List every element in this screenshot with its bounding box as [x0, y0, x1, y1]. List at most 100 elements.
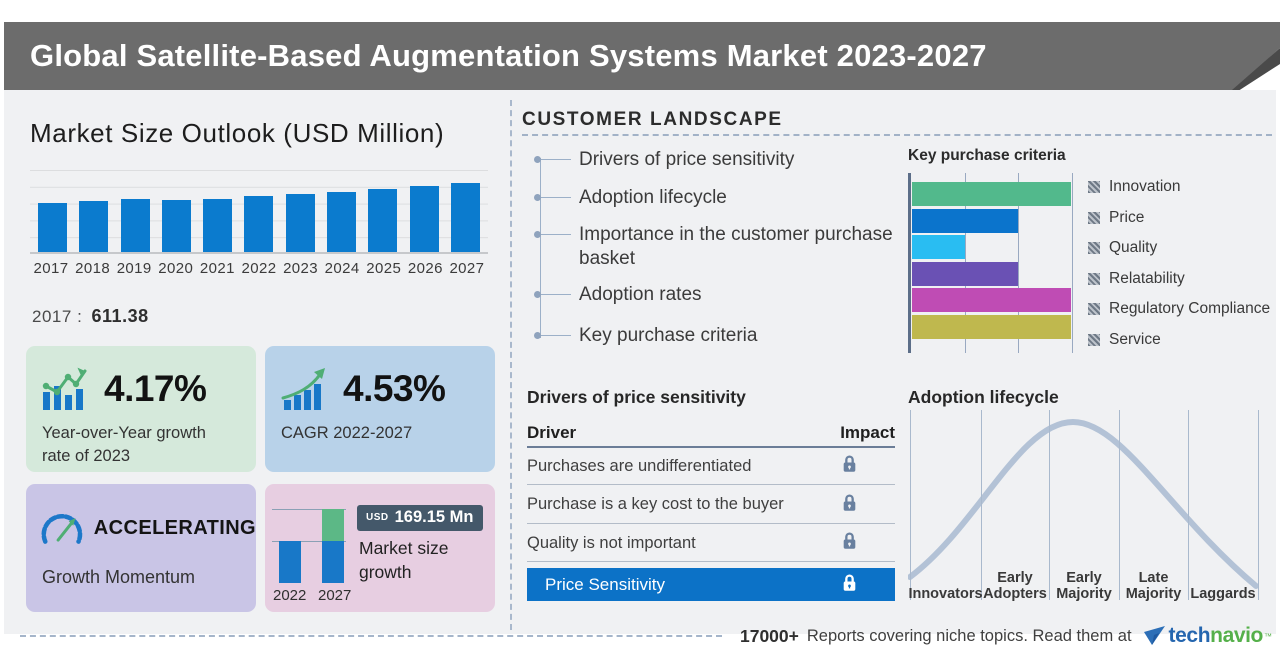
list-dot-icon [534, 194, 541, 201]
adoption-gridline [981, 410, 982, 600]
kpc-legend-item: Regulatory Compliance [1088, 300, 1270, 318]
column-divider [510, 100, 512, 630]
adoption-gridline [1049, 410, 1050, 600]
key-purchase-criteria-chart [908, 173, 1280, 353]
market-bar-2025 [368, 189, 398, 252]
cagr-card: 4.53% CAGR 2022-2027 [265, 346, 495, 472]
kpc-legend-item: Relatability [1088, 270, 1185, 288]
adoption-stage-label: Laggards [1190, 586, 1256, 602]
driver-column-header: Driver [527, 423, 577, 442]
lock-icon [842, 493, 857, 517]
brand-tech: tech [1168, 624, 1211, 647]
market-size-chart [30, 170, 488, 254]
drivers-header-underline [527, 446, 895, 448]
landscape-item: Adoption lifecycle [534, 186, 727, 210]
yoy-growth-card: 4.17% Year-over-Year growth rate of 2023 [26, 346, 256, 472]
callout-year: 2017 [32, 307, 72, 326]
list-dot-icon [534, 231, 541, 238]
hatch-swatch-icon [1088, 181, 1100, 193]
mini-chart-line-top [272, 509, 346, 510]
kpc-legend-item: Price [1088, 209, 1144, 227]
footer-text: Reports covering niche topics. Read them… [806, 626, 1132, 645]
landscape-item-label: Key purchase criteria [579, 325, 758, 346]
page-title: Global Satellite-Based Augmentation Syst… [30, 38, 987, 73]
market-year-labels: 2017 2018 2019 2020 2021 2022 2023 2024 2025 2026… [30, 260, 488, 277]
year-label: 2017 [33, 260, 69, 277]
list-connector [541, 234, 571, 235]
year-label: 2018 [75, 260, 111, 277]
cagr-label: CAGR 2022-2027 [281, 424, 413, 442]
momentum-value: ACCELERATING [93, 516, 256, 539]
kpc-legend-label: Innovation [1109, 178, 1181, 195]
kpc-gridline [1018, 173, 1019, 353]
market-bars [38, 170, 480, 252]
driver-row: Purchase is a key cost to the buyer [527, 487, 895, 524]
kpc-bar-innovation [912, 182, 1071, 206]
badge-value: 169.15 Mn [394, 508, 474, 526]
kpc-legend-item: Service [1088, 331, 1161, 349]
footer: 17000+ Reports covering niche topics. Re… [0, 624, 1280, 670]
driver-row: Purchases are undifferentiated [527, 448, 895, 485]
key-purchase-criteria-title: Key purchase criteria [908, 147, 1066, 164]
market-outlook-title: Market Size Outlook (USD Million) [30, 118, 445, 148]
market-callout: 2017 : 611.38 [32, 306, 149, 327]
technavio-logo-link[interactable]: tech navio ™ [1143, 624, 1272, 648]
momentum-card-top: ACCELERATING [26, 484, 256, 552]
growth-label: Market size growth [359, 538, 449, 582]
badge-currency: USD [366, 512, 389, 523]
customer-landscape-title: CUSTOMER LANDSCAPE [522, 109, 783, 130]
yoy-label: Year-over-Year growth rate of 2023 [42, 424, 206, 465]
paper-plane-icon [1143, 626, 1165, 645]
hatch-swatch-icon [1088, 303, 1100, 315]
drivers-title: Drivers of price sensitivity [527, 387, 746, 407]
landscape-connector-line [540, 158, 541, 338]
landscape-item-label: Importance in the customer purchase bask… [579, 224, 893, 269]
market-bar-2022 [244, 196, 274, 252]
year-label: 2019 [116, 260, 152, 277]
growth-arrow-icon [281, 368, 325, 410]
year-label: 2027 [449, 260, 485, 277]
market-size-growth-card: 2022 2027 USD 169.15 Mn Market size growt… [265, 484, 495, 612]
callout-separator: : [77, 307, 83, 326]
usd-badge: USD 169.15 Mn [357, 505, 483, 531]
kpc-bar-quality [912, 235, 965, 260]
kpc-legend-label: Relatability [1109, 269, 1185, 287]
adoption-lifecycle-title: Adoption lifecycle [908, 387, 1059, 407]
kpc-bar-service [912, 315, 1071, 339]
market-bar-2017 [38, 203, 67, 252]
landscape-item: Importance in the customer purchase bask… [534, 223, 909, 271]
lock-icon [842, 454, 857, 478]
driver-row: Quality is not important [527, 525, 895, 562]
market-bar-2024 [327, 192, 357, 252]
driver-row-label: Purchase is a key cost to the buyer [527, 495, 784, 513]
market-bar-2026 [409, 186, 439, 252]
hatch-swatch-icon [1088, 333, 1100, 346]
kpc-bar-relatability [912, 261, 1018, 286]
market-bar-2020 [161, 200, 191, 252]
year-label: 2022 [241, 260, 277, 277]
landscape-item-label: Adoption rates [579, 284, 702, 305]
price-sensitivity-row: Price Sensitivity [527, 568, 895, 601]
year-label: 2025 [366, 260, 402, 277]
speedometer-icon [41, 514, 83, 544]
landscape-item: Adoption rates [534, 283, 702, 307]
market-bar-2019 [120, 199, 150, 252]
adoption-gridline [1188, 410, 1189, 600]
year-label: 2020 [158, 260, 194, 277]
bar-chart-trend-icon [42, 367, 87, 410]
kpc-bar-price [912, 208, 1018, 233]
kpc-legend-item: Innovation [1088, 178, 1181, 196]
brand-navio: navio [1210, 624, 1263, 647]
year-label: 2024 [324, 260, 360, 277]
kpc-gridline [1072, 173, 1073, 353]
cagr-card-top: 4.53% [265, 346, 495, 412]
hatch-swatch-icon [1088, 272, 1100, 285]
landscape-item: Key purchase criteria [534, 324, 757, 348]
hatch-swatch-icon [1088, 211, 1100, 224]
market-bar-2027 [450, 183, 480, 252]
landscape-item-label: Drivers of price sensitivity [579, 149, 795, 170]
list-dot-icon [534, 156, 541, 163]
momentum-label: Growth Momentum [42, 567, 196, 587]
yoy-value: 4.17% [104, 368, 207, 409]
